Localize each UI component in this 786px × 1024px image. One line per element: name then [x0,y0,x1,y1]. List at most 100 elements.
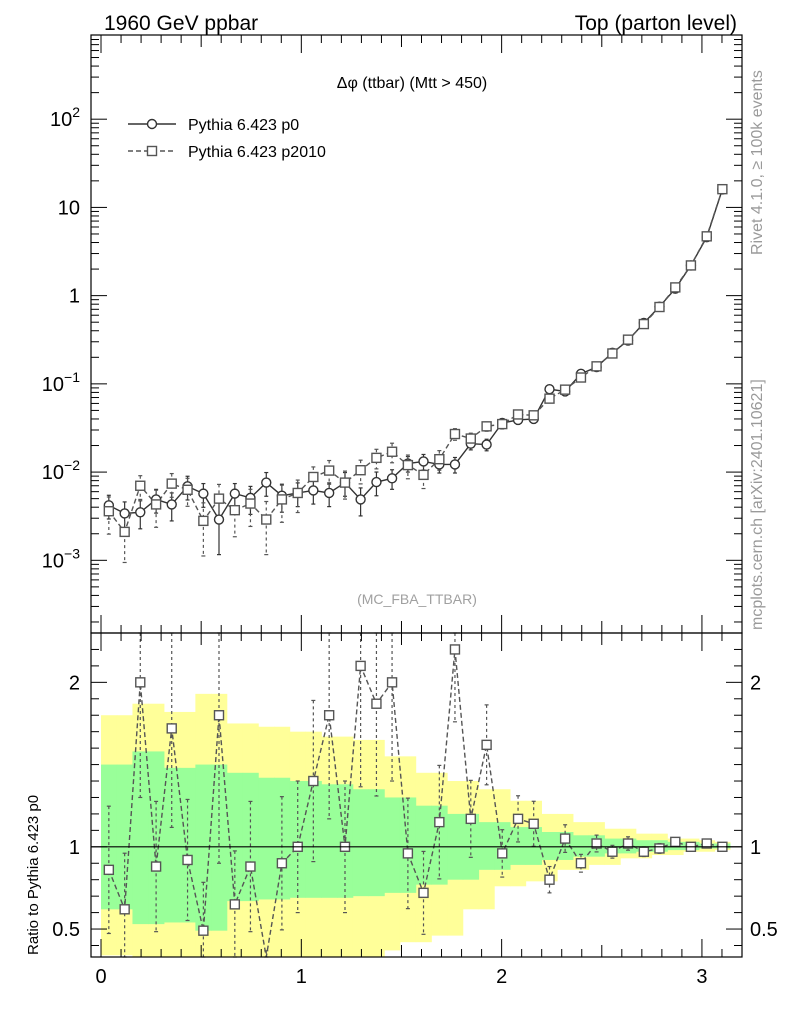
ratio-series-line [108,649,723,958]
ratio-point-square [245,861,256,872]
ratio-y-tick-label-right: 2 [750,672,761,694]
ratio-y-tick-label-left: 0.5 [52,919,80,941]
ratio-point-square [575,858,587,869]
ratio-point-square [276,858,288,869]
main-point-circle [481,439,492,450]
ratio-inner-band [211,764,228,931]
main-point-circle [544,383,555,395]
main-point-square [418,469,429,481]
main-y-tick-label: 10−3 [42,545,80,572]
header-left-label: 1960 GeV ppbar [104,12,258,35]
x-tick-label: 0 [95,966,106,988]
ratio-y-tick-label-left: 2 [69,672,80,694]
main-point-square [544,393,555,404]
ratio-point-square [323,710,335,721]
main-point-square [261,514,272,525]
ratio-inner-band [116,764,133,910]
main-point-circle [449,459,461,470]
legend-marker-circle [146,118,158,130]
ratio-inner-band [258,777,275,900]
main-point-square [481,421,492,432]
main-y-tick-label: 102 [50,104,80,131]
ratio-plot-frame [90,632,743,958]
main-point-square [497,418,508,430]
main-point-square [308,471,319,483]
ratio-point-square [591,838,602,849]
ratio-point-square [544,874,555,885]
ratio-inner-band [163,767,181,923]
main-point-circle [371,476,382,488]
main-point-circle [323,487,335,499]
main-point-square [371,452,382,464]
ratio-inner-band [384,797,401,893]
main-point-circle [386,473,398,484]
analysis-annotation: (MC_FBA_TTBAR) [357,591,477,607]
main-y-tick-label: 10−1 [42,369,80,396]
main-point-square [465,433,476,444]
legend-label: Pythia 6.423 p2010 [188,144,326,161]
main-point-circle [135,507,146,518]
main-plot-title: Δφ (ttbar) (Mtt > 450) [337,75,487,92]
header-right-label: Top (parton level) [575,12,737,35]
main-point-square [591,361,602,372]
main-point-square [402,459,414,471]
ratio-point-square [213,710,225,721]
ratio-inner-band [195,764,212,931]
main-point-square [135,480,146,491]
ratio-point-square [386,677,398,688]
ratio-point-square [371,698,382,709]
ratio-point-square [449,644,461,655]
x-tick-label: 2 [496,966,507,988]
main-point-square [103,506,115,517]
main-point-square [119,526,130,538]
main-point-circle [119,508,130,519]
ratio-inner-band [572,835,590,857]
main-point-square [245,498,256,509]
main-point-square [670,282,681,293]
ratio-point-square [654,843,665,854]
legend: Pythia 6.423 p0 Pythia 6.423 p2010 [128,117,326,161]
main-series-line [108,189,724,521]
main-point-square [449,428,461,440]
rivet-label: Rivet 4.1.0, ≥ 100k events [749,70,766,255]
main-point-circle [213,514,225,525]
ratio-inner-band [226,772,244,902]
ratio-point-square [465,813,476,825]
main-point-circle [355,494,366,505]
ratio-point-square [103,864,115,876]
legend-label: Pythia 6.423 p0 [188,117,299,134]
ratio-point-square [670,836,681,848]
ratio-point-square [308,775,319,787]
ratio-point-square [559,833,571,844]
main-point-square [717,183,728,195]
main-point-square [276,494,288,505]
main-point-square [229,504,241,516]
ratio-plot: 0.5 0.5 1 1 2 2 0 1 2 3 Ratio to Pythia 6.423 p0 [25,632,778,988]
ratio-point-square [607,846,618,857]
ratio-inner-band [352,789,369,897]
ratio-y-axis-label: Ratio to Pythia 6.423 p0 [25,795,42,955]
ratio-point-square [638,846,650,857]
ratio-point-square [198,925,209,936]
main-y-tick-label: 10−2 [42,457,80,484]
main-point-circle [261,477,272,488]
main-series-line [108,188,724,534]
ratio-point-square [418,887,429,899]
ratio-inner-band [274,777,291,900]
ratio-inner-band [478,822,495,870]
main-point-square [198,515,209,527]
main-point-square [150,499,162,510]
ratio-inner-band [368,789,385,897]
main-point-square [701,231,712,242]
main-point-circle [418,456,429,467]
ratio-point-square [150,861,162,872]
main-point-square [638,318,650,330]
main-point-square [355,465,366,476]
x-tick-label: 1 [296,966,307,988]
ratio-point-square [135,677,146,688]
mcplots-label: mcplots.cern.ch [arXiv:2401.10621] [749,379,766,630]
main-point-square [654,301,665,313]
main-point-square [559,384,571,395]
main-point-square [512,409,524,420]
